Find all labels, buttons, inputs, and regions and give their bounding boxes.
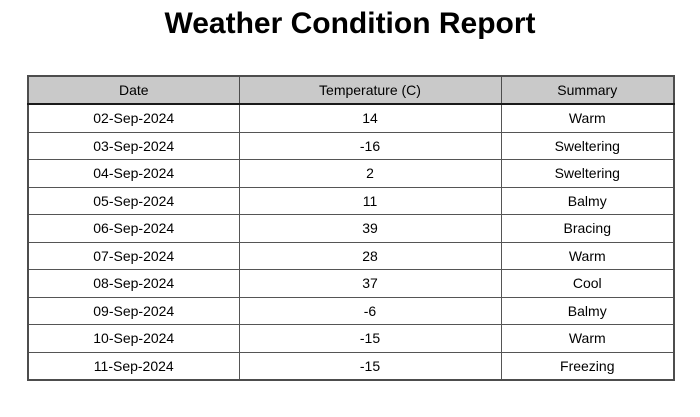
- date-cell: 07-Sep-2024: [27, 241, 240, 270]
- column-header-date: Date: [27, 75, 240, 105]
- date-cell: 11-Sep-2024: [27, 351, 240, 381]
- date-cell: 09-Sep-2024: [27, 296, 240, 325]
- date-cell: 05-Sep-2024: [27, 186, 240, 215]
- table-row: 08-Sep-2024 37 Cool: [27, 269, 675, 298]
- temperature-cell: 2: [238, 159, 502, 188]
- summary-cell: Freezing: [500, 351, 675, 381]
- summary-cell: Warm: [500, 324, 675, 353]
- temperature-cell: 11: [238, 186, 502, 215]
- temperature-cell: -15: [238, 324, 502, 353]
- table-row: 06-Sep-2024 39 Bracing: [27, 214, 675, 243]
- date-cell: 02-Sep-2024: [27, 103, 240, 133]
- summary-cell: Balmy: [500, 296, 675, 325]
- temperature-cell: -6: [238, 296, 502, 325]
- summary-cell: Cool: [500, 269, 675, 298]
- summary-cell: Warm: [500, 241, 675, 270]
- weather-table: Date Temperature (C) Summary 02-Sep-2024…: [27, 75, 675, 381]
- temperature-cell: -16: [238, 131, 502, 160]
- date-cell: 04-Sep-2024: [27, 159, 240, 188]
- table-row: 07-Sep-2024 28 Warm: [27, 241, 675, 270]
- page-title: Weather Condition Report: [164, 7, 536, 40]
- date-cell: 08-Sep-2024: [27, 269, 240, 298]
- date-cell: 10-Sep-2024: [27, 324, 240, 353]
- column-header-summary: Summary: [500, 75, 675, 105]
- summary-cell: Sweltering: [500, 131, 675, 160]
- table-header: Date Temperature (C) Summary: [27, 75, 675, 105]
- temperature-cell: 37: [238, 269, 502, 298]
- table-row: 05-Sep-2024 11 Balmy: [27, 186, 675, 215]
- table-row: 04-Sep-2024 2 Sweltering: [27, 159, 675, 188]
- table-row: 09-Sep-2024 -6 Balmy: [27, 296, 675, 325]
- summary-cell: Bracing: [500, 214, 675, 243]
- temperature-cell: 39: [238, 214, 502, 243]
- summary-cell: Balmy: [500, 186, 675, 215]
- column-header-temperature: Temperature (C): [238, 75, 502, 105]
- summary-cell: Sweltering: [500, 159, 675, 188]
- temperature-cell: 14: [238, 103, 502, 133]
- table-row: 02-Sep-2024 14 Warm: [27, 103, 675, 133]
- table-row: 11-Sep-2024 -15 Freezing: [27, 351, 675, 381]
- temperature-cell: 28: [238, 241, 502, 270]
- table-row: 10-Sep-2024 -15 Warm: [27, 324, 675, 353]
- table-row: 03-Sep-2024 -16 Sweltering: [27, 131, 675, 160]
- temperature-cell: -15: [238, 351, 502, 381]
- summary-cell: Warm: [500, 103, 675, 133]
- date-cell: 06-Sep-2024: [27, 214, 240, 243]
- date-cell: 03-Sep-2024: [27, 131, 240, 160]
- table-body: 02-Sep-2024 14 Warm 03-Sep-2024 -16 Swelterin…: [27, 103, 675, 381]
- header-row: Date Temperature (C) Summary: [27, 75, 675, 105]
